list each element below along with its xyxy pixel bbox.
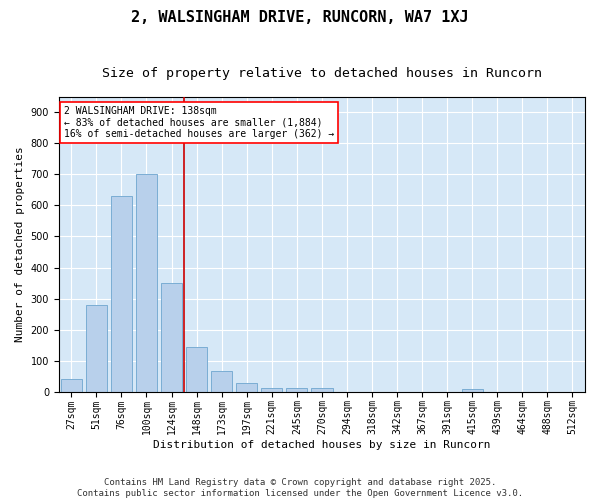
Bar — [61, 379, 82, 392]
Bar — [136, 174, 157, 392]
Bar — [86, 304, 107, 392]
Bar — [211, 372, 232, 392]
Text: 2 WALSINGHAM DRIVE: 138sqm
← 83% of detached houses are smaller (1,884)
16% of s: 2 WALSINGHAM DRIVE: 138sqm ← 83% of deta… — [64, 106, 334, 139]
Bar — [311, 388, 332, 392]
Y-axis label: Number of detached properties: Number of detached properties — [15, 146, 25, 342]
Text: 2, WALSINGHAM DRIVE, RUNCORN, WA7 1XJ: 2, WALSINGHAM DRIVE, RUNCORN, WA7 1XJ — [131, 10, 469, 25]
Bar — [186, 346, 207, 392]
X-axis label: Distribution of detached houses by size in Runcorn: Distribution of detached houses by size … — [153, 440, 491, 450]
Bar — [461, 389, 483, 392]
Text: Contains HM Land Registry data © Crown copyright and database right 2025.
Contai: Contains HM Land Registry data © Crown c… — [77, 478, 523, 498]
Bar — [161, 283, 182, 392]
Bar — [261, 388, 283, 392]
Bar — [286, 388, 307, 392]
Bar — [111, 196, 132, 392]
Title: Size of property relative to detached houses in Runcorn: Size of property relative to detached ho… — [102, 68, 542, 80]
Bar — [236, 383, 257, 392]
